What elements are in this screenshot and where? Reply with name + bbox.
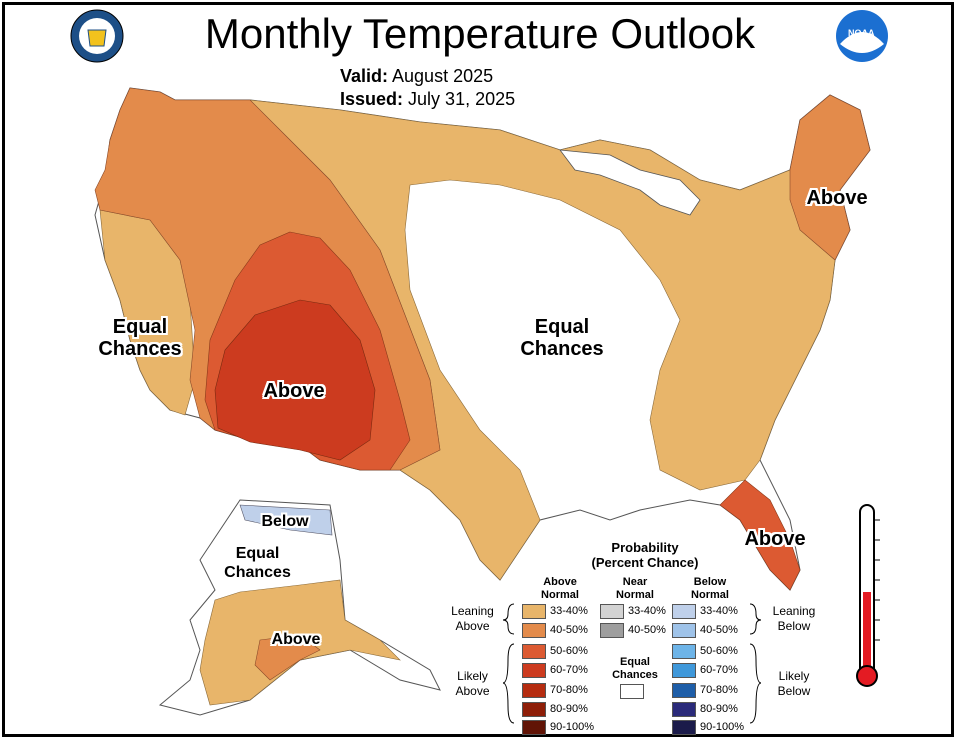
noaa-logo-icon [836,10,888,62]
legend-swatch-above [522,623,546,638]
legend-label-below: 40-50% [700,624,738,636]
legend-swatch-above [522,720,546,735]
label-northeast-above: Above [806,187,868,209]
legend-swatch-below [672,720,696,735]
label-florida-above: Above [744,528,806,550]
legend-braces [502,603,762,724]
great-lakes [559,149,701,216]
legend-label-below: 50-60% [700,645,738,657]
legend-label-above: 70-80% [550,684,588,696]
legend-label-below: 70-80% [700,684,738,696]
legend-likely-below-label: Likely Below [777,669,811,698]
legend-label-below: 60-70% [700,664,738,676]
legend-label-above: 40-50% [550,624,588,636]
valid-line: Valid: August 2025 [340,66,493,87]
label-southwest-above: Above [263,380,325,402]
legend-swatch-above [522,683,546,698]
label-alaska-below: Below [261,513,309,530]
page-title: Monthly Temperature Outlook [204,10,756,57]
issued-label: Issued: [340,89,404,109]
legend-swatch-above [522,604,546,619]
legend-swatch-below [672,604,696,619]
legend-swatch-near [600,623,624,638]
legend-swatch-near [600,604,624,619]
label-west-equal-chances: Equal Chances [98,316,182,360]
legend-swatch-equal-chances [620,684,644,699]
issued-value: July 31, 2025 [408,89,516,109]
legend-swatch-above [522,644,546,659]
legend-label-above: 33-40% [550,605,588,617]
legend-label-below: 90-100% [700,721,745,733]
alaska-above-40-50 [254,634,321,681]
legend-swatch-below [672,663,696,678]
noaa-logo-text: NOAA [848,28,875,38]
label-alaska-equal-chances: Equal Chances [224,545,291,581]
label-alaska-above: Above [271,631,321,648]
legend-swatch-below [672,702,696,717]
legend-leaning-below-label: Leaning Below [772,604,816,633]
legend-label-above: 60-70% [550,664,588,676]
region-leaning-above-east [249,99,836,581]
thermometer-icon [856,504,880,687]
legend-label-below: 33-40% [700,605,738,617]
legend-label-above: 80-90% [550,703,588,715]
legend-label-above: 50-60% [550,645,588,657]
legend-swatch-below [672,683,696,698]
legend-label-below: 80-90% [700,703,738,715]
legend-equal-chances-label: Equal Chances [612,656,658,681]
issued-line: Issued: July 31, 2025 [340,89,515,110]
legend-label-near: 40-50% [628,624,666,636]
alaska-below-region [239,504,333,536]
label-central-equal-chances: Equal Chances [520,316,604,360]
region-florida-above [719,479,801,591]
legend-swatch-above [522,702,546,717]
region-northeast-above [789,94,871,261]
valid-label: Valid: [340,66,389,86]
legend-label-near: 33-40% [628,605,666,617]
legend-swatch-above [522,663,546,678]
legend-near-header: Near Normal [616,576,654,601]
legend-title: Probability (Percent Chance) [591,540,699,570]
legend-above-header: Above Normal [541,576,579,601]
legend-swatch-below [672,644,696,659]
legend-likely-above-label: Likely Above [455,669,490,698]
legend-leaning-above-label: Leaning Above [451,604,494,633]
legend-swatch-below [672,623,696,638]
valid-value: August 2025 [392,66,494,86]
region-above-60-70 [214,299,376,461]
legend-label-above: 90-100% [550,721,595,733]
doc-seal-icon [70,9,124,63]
legend-below-header: Below Normal [691,576,729,601]
